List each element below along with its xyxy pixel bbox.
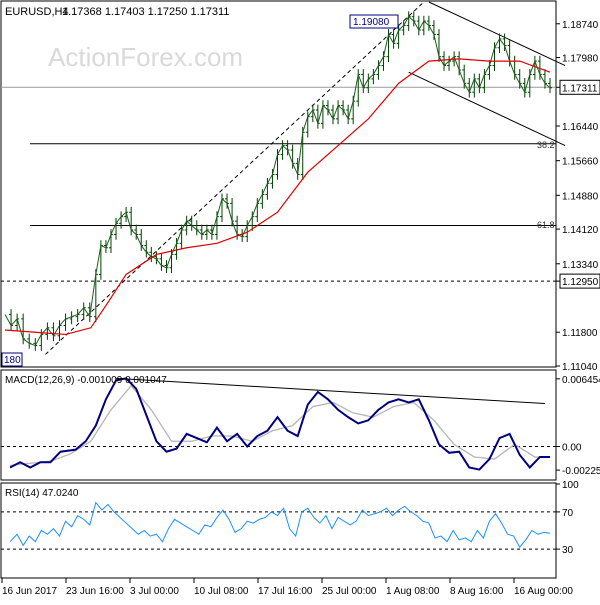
price-bar xyxy=(548,78,552,94)
x-tick-label: 8 Aug 16:00 xyxy=(450,586,504,597)
rsi-tick-label: 70 xyxy=(562,508,574,519)
price-tick-label: 1.11040 xyxy=(562,362,598,373)
x-tick-label: 1 Aug 08:00 xyxy=(386,586,440,597)
macd-panel-frame xyxy=(0,369,557,481)
price-tick-highlight xyxy=(559,273,600,289)
price-tick-label: 1.12950 xyxy=(562,277,599,288)
rsi-line xyxy=(9,501,551,549)
x-tick-label: 23 Jun 16:00 xyxy=(66,586,124,597)
price-tick-label: 1.14880 xyxy=(562,191,599,202)
high-tag-box xyxy=(349,14,399,29)
macd-tick-label: 0.00 xyxy=(562,442,582,453)
rsi-tick-label: 100 xyxy=(562,480,579,491)
macd-trend-line xyxy=(115,377,545,405)
macd-signal-line xyxy=(9,384,550,467)
x-tick-label: 17 Jul 16:00 xyxy=(258,586,313,597)
fib-618-label: 61.8 xyxy=(537,220,555,230)
fib-382-label: 38.2 xyxy=(537,140,555,150)
macd-tick-label: -0.00225 xyxy=(562,466,600,477)
macd-label: MACD(12,26,9) -0.001009 0.001047 xyxy=(5,375,167,386)
high-tag: 1.19080 xyxy=(353,17,390,28)
x-tick-label: 3 Jul 00:00 xyxy=(130,586,179,597)
price-tick-label: 1.13340 xyxy=(562,260,599,271)
price-tick-label: 1.17311 xyxy=(562,83,598,94)
macd-layer xyxy=(1,377,556,471)
rsi-layer xyxy=(1,501,556,550)
rsi-label: RSI(14) 47.0240 xyxy=(5,488,79,499)
rsi-panel-frame xyxy=(0,482,557,579)
channel-upper-line xyxy=(428,1,566,67)
channel-lower-line xyxy=(408,71,566,147)
x-axis: 16 Jun 2017 23 Jun 16:00 3 Jul 00:00 10 Jul… xyxy=(1,578,573,597)
rising-trend-line xyxy=(45,1,425,355)
price-tick-label: 1.11800 xyxy=(562,328,598,339)
price-panel-frame xyxy=(0,0,557,368)
ohlc-readout: 1.17368 1.17403 1.17250 1.17311 xyxy=(62,6,229,18)
rsi-tick-label: 30 xyxy=(562,545,574,556)
price-tick-label: 1.16440 xyxy=(562,122,599,133)
price-tick-label: 1.18740 xyxy=(562,20,599,31)
price-close-line xyxy=(4,15,551,347)
price-tick-label: 1.17980 xyxy=(562,54,599,65)
macd-tick-label: 0.006454 xyxy=(562,375,600,386)
rsi-axis: 100 70 30 xyxy=(556,480,579,556)
x-tick-label: 25 Jul 00:00 xyxy=(322,586,377,597)
x-tick-label: 16 Aug 00:00 xyxy=(514,586,573,597)
macd-main-line xyxy=(9,377,550,471)
macd-axis: 0.006454 0.00 -0.00225 xyxy=(556,375,600,477)
symbol-label: EURUSD,H4 xyxy=(5,6,69,18)
watermark: ActionForex.com xyxy=(48,42,243,72)
price-tick-label: 1.15660 xyxy=(562,157,599,168)
low-tag: 180 xyxy=(4,355,21,366)
price-tick-label: 1.14120 xyxy=(562,225,599,236)
price-grid xyxy=(1,86,556,282)
price-tick-highlight xyxy=(559,79,600,95)
price-axis: 1.18740 1.17980 1.17311 1.16440 1.15660 1.148… xyxy=(556,20,600,373)
x-tick-label: 16 Jun 2017 xyxy=(2,586,57,597)
x-tick-label: 10 Jul 08:00 xyxy=(194,586,249,597)
moving-average-line xyxy=(4,58,551,336)
low-tag-box xyxy=(1,352,23,367)
price-layer xyxy=(4,1,566,355)
